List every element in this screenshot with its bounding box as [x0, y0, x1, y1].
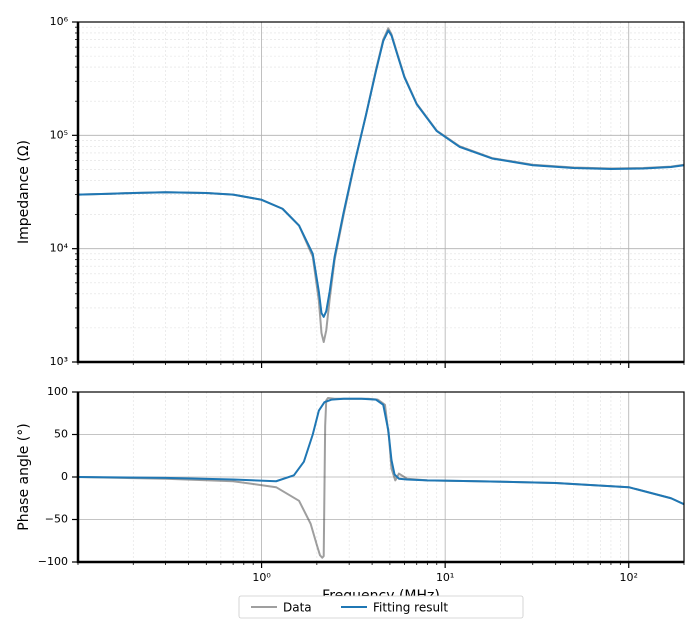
legend-item-data: Data — [283, 601, 312, 615]
svg-text:10³: 10³ — [50, 355, 68, 368]
svg-text:−100: −100 — [38, 555, 68, 568]
svg-text:0: 0 — [61, 470, 68, 483]
y-axis-label-impedance: Impedance (Ω) — [16, 140, 32, 244]
svg-text:10¹: 10¹ — [436, 571, 454, 584]
y-axis-label-phase: Phase angle (°) — [16, 423, 32, 530]
svg-text:10⁰: 10⁰ — [252, 571, 271, 584]
svg-text:100: 100 — [47, 385, 68, 398]
svg-text:10⁵: 10⁵ — [50, 128, 68, 141]
legend-item-fit: Fitting result — [373, 601, 448, 615]
svg-text:10⁴: 10⁴ — [50, 242, 69, 255]
svg-text:10²: 10² — [620, 571, 638, 584]
svg-text:50: 50 — [54, 428, 68, 441]
svg-text:−50: −50 — [45, 513, 68, 526]
svg-text:10⁶: 10⁶ — [50, 15, 69, 28]
